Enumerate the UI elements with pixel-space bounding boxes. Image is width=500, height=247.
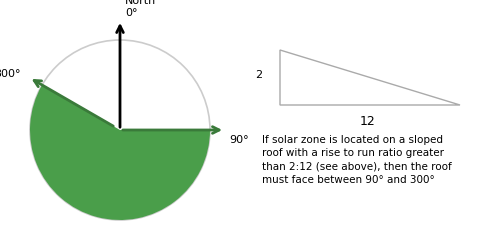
Wedge shape [30, 85, 210, 220]
Text: If solar zone is located on a sloped
roof with a rise to run ratio greater
than : If solar zone is located on a sloped roo… [262, 135, 452, 185]
Text: North
0°: North 0° [125, 0, 156, 18]
Text: 12: 12 [360, 115, 376, 128]
Text: 2: 2 [255, 70, 262, 80]
Text: 90°: 90° [229, 135, 248, 145]
Text: 300°: 300° [0, 69, 21, 79]
